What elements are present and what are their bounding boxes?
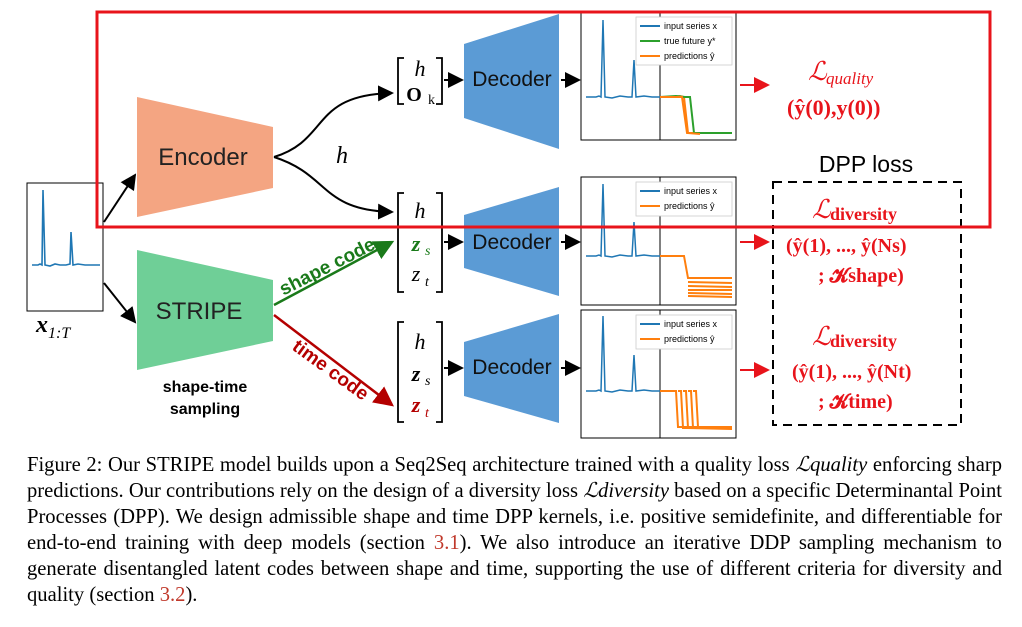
svg-text:O: O [406, 84, 422, 106]
time-code-arrow [273, 314, 394, 407]
shape-time-sampling-label: shape-time [163, 379, 248, 396]
svg-text:(ŷ(0),y(0)): (ŷ(0),y(0)) [787, 95, 880, 120]
svg-text:Decoder: Decoder [472, 231, 551, 254]
svg-text:h: h [415, 329, 426, 354]
svg-text:; 𝓚shape): ; 𝓚shape) [818, 265, 904, 287]
caption-text-3: based on a specific Determinantal Point … [27, 480, 1002, 554]
encoder-block: Encoder [137, 97, 273, 217]
svg-text:h: h [415, 56, 426, 81]
caption-text-1: Figure 2: Our STRIPE model builds upon a… [27, 454, 796, 476]
caption-ref-section-3-1[interactable]: 3.1 [433, 532, 460, 554]
shape-code-label: shape code [276, 234, 379, 300]
svg-text:input series x: input series x [664, 21, 718, 31]
branch-bottom [273, 156, 394, 220]
svg-text:Decoder: Decoder [472, 68, 551, 91]
svg-text:input series x: input series x [664, 319, 718, 329]
vector-middle: h z s z t [397, 192, 443, 293]
plot-top: input series x true future y* prediction… [580, 11, 737, 141]
shape-time-sampling-label-2: sampling [170, 401, 240, 418]
caption-loss-quality: ℒquality [795, 454, 868, 476]
svg-text:STRIPE: STRIPE [156, 298, 243, 325]
svg-text:predictions ŷ: predictions ŷ [664, 201, 715, 211]
stripe-architecture-figure: x1:T Encoder STRIPE shape-time sampling … [26, 10, 992, 439]
branch-top [273, 85, 394, 158]
svg-text:h: h [415, 198, 426, 223]
svg-text:Decoder: Decoder [472, 356, 551, 379]
svg-text:ℒ: ℒ [808, 57, 828, 86]
svg-text:; 𝓚time): ; 𝓚time) [818, 391, 893, 413]
quality-highlight-box [95, 10, 992, 229]
shape-code-arrow [273, 240, 395, 307]
svg-text:z: z [411, 361, 421, 386]
time-code-label: time code [288, 336, 372, 405]
loss-quality: ℒ quality (ŷ(0),y(0)) [787, 57, 880, 120]
vector-bottom: h z s z t [397, 321, 443, 423]
svg-text:input series x: input series x [664, 186, 718, 196]
decoder-bottom: Decoder [464, 314, 559, 423]
svg-text:diversity: diversity [830, 331, 897, 351]
arrow-input-stripe [103, 282, 137, 324]
svg-text:ℒ: ℒ [812, 195, 832, 224]
svg-text:(ŷ(1), ..., ŷ(Ns): (ŷ(1), ..., ŷ(Ns) [786, 235, 907, 257]
svg-text:ℒ: ℒ [812, 322, 832, 351]
caption-loss-diversity: ℒdiversity [583, 480, 669, 502]
vector-top: h O k [397, 56, 443, 108]
svg-text:z: z [411, 261, 421, 286]
figure-caption: Figure 2: Our STRIPE model builds upon a… [27, 452, 1002, 608]
svg-text:predictions ŷ: predictions ŷ [664, 51, 715, 61]
dpp-loss-label: DPP loss [819, 151, 913, 177]
svg-text:predictions ŷ: predictions ŷ [664, 334, 715, 344]
svg-text:k: k [428, 93, 435, 108]
h-label: h [336, 143, 348, 169]
svg-text:true future y*: true future y* [664, 36, 716, 46]
svg-text:s: s [425, 244, 431, 259]
decoder-top: Decoder [464, 14, 559, 149]
svg-text:t: t [425, 275, 430, 290]
svg-text:t: t [425, 406, 430, 421]
caption-ref-section-3-2[interactable]: 3.2 [159, 584, 186, 606]
caption-text-2: enforcing sharp predictions. Our contrib… [27, 454, 1003, 502]
svg-text:s: s [425, 374, 431, 389]
arrow-input-encoder [103, 173, 137, 223]
dpp-loss-box [772, 181, 962, 426]
plot-bottom: input series x predictions ŷ [580, 309, 737, 439]
svg-text:diversity: diversity [830, 204, 897, 224]
plot-middle: input series x predictions ŷ [580, 176, 737, 306]
loss-diversity-time: ℒ diversity (ŷ(1), ..., ŷ(Nt) ; 𝓚time) [792, 322, 911, 413]
stripe-block: STRIPE [137, 250, 273, 370]
decoder-middle: Decoder [464, 187, 559, 296]
svg-text:quality: quality [826, 69, 874, 88]
svg-text:z: z [411, 231, 421, 256]
caption-text-4: ). We also introduce an iterative DDP sa… [27, 532, 1002, 606]
input-series-plot [26, 182, 104, 312]
svg-text:z: z [411, 392, 421, 417]
caption-text-5: ). [185, 584, 198, 606]
svg-text:(ŷ(1), ..., ŷ(Nt): (ŷ(1), ..., ŷ(Nt) [792, 361, 911, 383]
loss-diversity-shape: ℒ diversity (ŷ(1), ..., ŷ(Ns) ; 𝓚shape) [786, 195, 907, 287]
svg-text:Encoder: Encoder [158, 144, 247, 171]
input-label: x1:T [35, 312, 71, 342]
